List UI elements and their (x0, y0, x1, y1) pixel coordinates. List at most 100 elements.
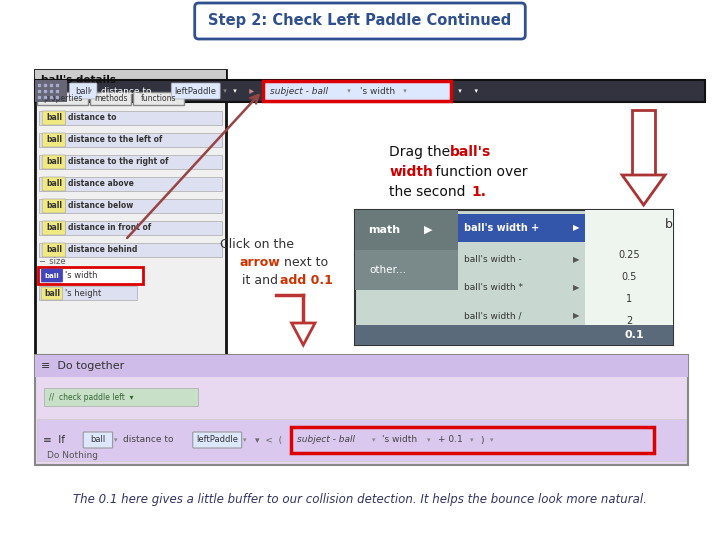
Text: distance in front of: distance in front of (68, 224, 151, 233)
Text: it and: it and (242, 274, 282, 287)
Text: next to: next to (280, 256, 328, 269)
Text: distance to: distance to (123, 435, 174, 444)
FancyBboxPatch shape (355, 210, 458, 250)
FancyBboxPatch shape (585, 210, 673, 345)
FancyBboxPatch shape (70, 83, 97, 99)
Text: ▾  <  (: ▾ < ( (256, 435, 282, 444)
Text: math: math (369, 225, 400, 235)
FancyBboxPatch shape (42, 111, 66, 125)
Text: distance above: distance above (68, 179, 133, 188)
Text: ▾: ▾ (426, 437, 430, 443)
Text: distance to the right of: distance to the right of (68, 158, 168, 166)
FancyBboxPatch shape (39, 177, 222, 191)
FancyBboxPatch shape (35, 80, 67, 102)
Text: 0.1: 0.1 (624, 330, 644, 340)
FancyBboxPatch shape (42, 155, 66, 169)
Text: ▶: ▶ (573, 284, 580, 293)
Text: //  check paddle left  ▾: // check paddle left ▾ (49, 393, 133, 402)
FancyBboxPatch shape (37, 419, 685, 461)
Text: ball's: ball's (450, 145, 491, 159)
Text: ▶: ▶ (424, 225, 433, 235)
Text: methods: methods (94, 94, 127, 103)
Text: ▾: ▾ (469, 437, 473, 443)
Text: ▾: ▾ (114, 437, 117, 443)
Polygon shape (292, 323, 315, 345)
Text: ▶: ▶ (573, 255, 580, 265)
Text: ball: ball (44, 288, 60, 298)
FancyBboxPatch shape (84, 432, 112, 448)
FancyBboxPatch shape (39, 111, 222, 125)
Text: ball: ball (76, 86, 91, 96)
FancyBboxPatch shape (35, 80, 705, 102)
Text: ▶: ▶ (573, 312, 580, 321)
Text: ▾: ▾ (490, 437, 494, 443)
FancyBboxPatch shape (35, 355, 688, 465)
Text: distance below: distance below (68, 201, 133, 211)
Text: 2: 2 (626, 316, 632, 326)
Text: 1.: 1. (472, 185, 487, 199)
Text: ▾: ▾ (372, 437, 375, 443)
Text: other...: other... (370, 265, 407, 275)
Text: ball: ball (45, 273, 59, 279)
Text: ▾: ▾ (456, 88, 462, 94)
FancyBboxPatch shape (39, 221, 222, 235)
FancyBboxPatch shape (90, 92, 131, 105)
Text: ─  size: ─ size (39, 256, 66, 266)
FancyBboxPatch shape (39, 243, 222, 257)
Text: ▾: ▾ (346, 88, 351, 94)
FancyBboxPatch shape (42, 221, 66, 235)
Text: subject - ball: subject - ball (297, 435, 356, 444)
FancyBboxPatch shape (39, 155, 222, 169)
FancyBboxPatch shape (458, 214, 585, 242)
Text: properties: properties (43, 94, 82, 103)
Text: ball: ball (46, 136, 62, 145)
FancyBboxPatch shape (355, 250, 458, 290)
Text: ▾: ▾ (401, 88, 407, 94)
Text: add 0.1: add 0.1 (280, 274, 333, 287)
Text: ball's width /: ball's width / (464, 312, 521, 321)
FancyBboxPatch shape (38, 267, 143, 284)
Text: ▾: ▾ (243, 437, 246, 443)
Text: ▸: ▸ (243, 86, 253, 96)
FancyBboxPatch shape (44, 388, 198, 406)
Text: 's width: 's width (65, 271, 97, 280)
Text: Do Nothing: Do Nothing (47, 450, 98, 460)
Text: width: width (390, 165, 433, 179)
Text: ≡  Do together: ≡ Do together (41, 361, 125, 371)
FancyBboxPatch shape (355, 210, 673, 345)
FancyBboxPatch shape (632, 110, 655, 175)
Text: 0.5: 0.5 (621, 272, 636, 282)
FancyBboxPatch shape (171, 83, 220, 99)
FancyBboxPatch shape (133, 92, 184, 105)
Text: ≡  If: ≡ If (43, 435, 65, 445)
Text: Step 2: Check Left Paddle Continued: Step 2: Check Left Paddle Continued (208, 14, 512, 29)
Text: arrow: arrow (240, 256, 281, 269)
Text: ball: ball (46, 224, 62, 233)
Text: subject - ball: subject - ball (270, 86, 328, 96)
FancyBboxPatch shape (41, 269, 63, 282)
Text: ball: ball (46, 113, 62, 123)
FancyBboxPatch shape (41, 287, 63, 300)
FancyBboxPatch shape (42, 177, 66, 191)
Text: ball: ball (46, 158, 62, 166)
Text: the second: the second (390, 185, 470, 199)
Text: ▾: ▾ (221, 88, 227, 94)
Text: distance behind: distance behind (68, 246, 137, 254)
Polygon shape (622, 175, 665, 205)
Text: ): ) (480, 435, 484, 444)
Text: 1: 1 (626, 294, 632, 304)
Text: ball: ball (90, 435, 106, 444)
Text: ▾: ▾ (231, 88, 237, 94)
FancyBboxPatch shape (291, 427, 654, 453)
Text: Drag the: Drag the (390, 145, 455, 159)
Text: ball: ball (46, 179, 62, 188)
Text: function over: function over (431, 165, 528, 179)
Text: ball: ball (46, 201, 62, 211)
Text: distance to: distance to (101, 86, 151, 96)
FancyBboxPatch shape (39, 199, 222, 213)
FancyBboxPatch shape (35, 70, 226, 365)
Text: ball's details: ball's details (41, 75, 116, 85)
Text: ball's width -: ball's width - (464, 255, 521, 265)
Text: 's width: 's width (360, 86, 395, 96)
Text: + 0.1: + 0.1 (438, 435, 463, 444)
